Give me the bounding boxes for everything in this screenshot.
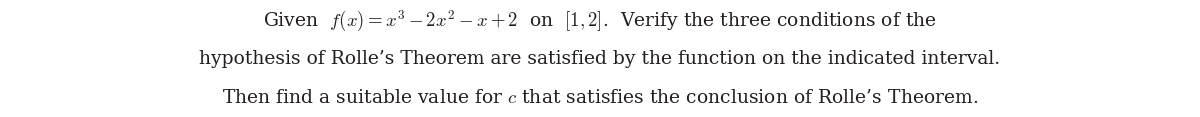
Text: hypothesis of Rolle’s Theorem are satisfied by the function on the indicated int: hypothesis of Rolle’s Theorem are satisf… <box>199 49 1001 68</box>
Text: Then find a suitable value for $c$ that satisfies the conclusion of Rolle’s Theo: Then find a suitable value for $c$ that … <box>222 89 978 107</box>
Text: Given  $f(x) = x^3 - 2x^2 - x + 2$  on  $[1,2]$.  Verify the three conditions of: Given $f(x) = x^3 - 2x^2 - x + 2$ on $[1… <box>263 9 937 34</box>
